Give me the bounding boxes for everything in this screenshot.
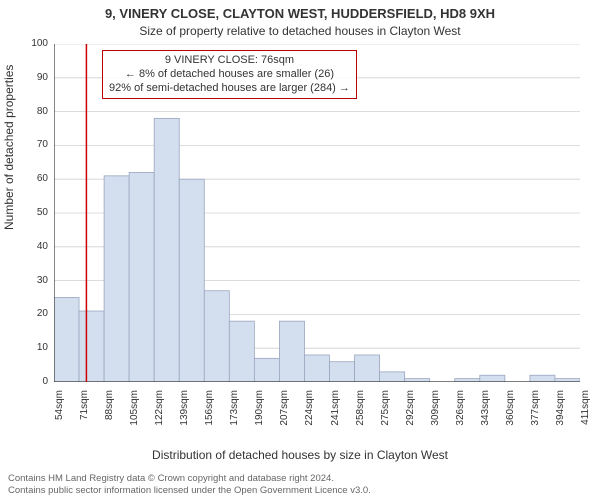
page-subtitle: Size of property relative to detached ho… <box>0 24 600 38</box>
x-tick-label: 122sqm <box>154 390 165 432</box>
x-tick-label: 275sqm <box>380 390 391 432</box>
y-tick-label: 40 <box>20 241 48 252</box>
x-tick-label: 343sqm <box>480 390 491 432</box>
annotation-line-3: 92% of semi-detached houses are larger (… <box>109 82 350 96</box>
y-tick-label: 50 <box>20 207 48 218</box>
y-tick-label: 80 <box>20 106 48 117</box>
x-tick-label: 173sqm <box>229 390 240 432</box>
x-tick-label: 360sqm <box>505 390 516 432</box>
footer-line-1: Contains HM Land Registry data © Crown c… <box>8 473 371 484</box>
x-tick-label: 156sqm <box>204 390 215 432</box>
y-tick-label: 20 <box>20 308 48 319</box>
x-tick-label: 377sqm <box>530 390 541 432</box>
x-tick-label: 326sqm <box>455 390 466 432</box>
x-tick-label: 139sqm <box>179 390 190 432</box>
page-title: 9, VINERY CLOSE, CLAYTON WEST, HUDDERSFI… <box>0 6 600 21</box>
footer-line-2: Contains public sector information licen… <box>8 485 371 496</box>
y-axis-label: Number of detached properties <box>2 65 16 230</box>
x-tick-label: 241sqm <box>330 390 341 432</box>
x-tick-label: 224sqm <box>304 390 315 432</box>
x-tick-label: 394sqm <box>555 390 566 432</box>
y-tick-label: 60 <box>20 173 48 184</box>
x-tick-label: 309sqm <box>430 390 441 432</box>
x-tick-label: 411sqm <box>580 390 591 432</box>
annotation-line-1: 9 VINERY CLOSE: 76sqm <box>109 54 350 68</box>
x-tick-label: 54sqm <box>54 390 65 432</box>
chart-container: 9, VINERY CLOSE, CLAYTON WEST, HUDDERSFI… <box>0 0 600 500</box>
x-tick-label: 190sqm <box>254 390 265 432</box>
x-tick-label: 88sqm <box>104 390 115 432</box>
y-tick-label: 70 <box>20 139 48 150</box>
y-tick-label: 90 <box>20 72 48 83</box>
x-tick-label: 292sqm <box>405 390 416 432</box>
x-tick-label: 105sqm <box>129 390 140 432</box>
x-axis-label: Distribution of detached houses by size … <box>0 448 600 462</box>
marker-annotation: 9 VINERY CLOSE: 76sqm ← 8% of detached h… <box>102 50 357 99</box>
x-tick-label: 207sqm <box>279 390 290 432</box>
y-tick-label: 0 <box>20 376 48 387</box>
y-tick-label: 100 <box>20 38 48 49</box>
x-tick-label: 258sqm <box>355 390 366 432</box>
annotation-line-2: ← 8% of detached houses are smaller (26) <box>109 68 350 82</box>
y-tick-label: 30 <box>20 275 48 286</box>
x-tick-label: 71sqm <box>79 390 90 432</box>
footer-attribution: Contains HM Land Registry data © Crown c… <box>8 473 371 496</box>
y-tick-label: 10 <box>20 342 48 353</box>
